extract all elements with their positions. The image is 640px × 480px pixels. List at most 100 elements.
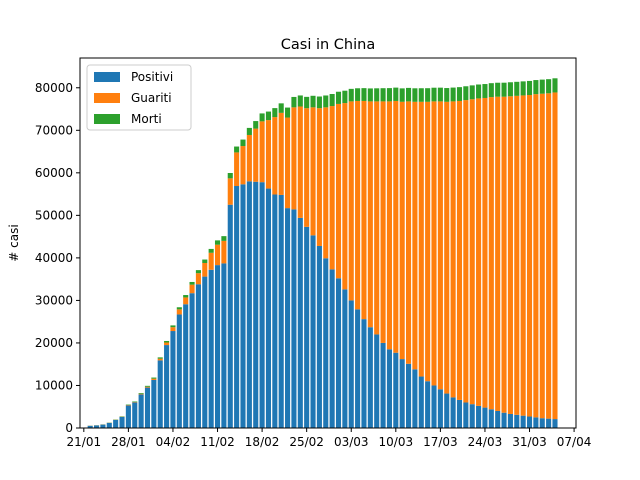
bar-guariti-30 xyxy=(278,112,284,195)
bar-morti-38 xyxy=(329,94,335,107)
bar-guariti-71 xyxy=(539,93,545,419)
bar-morti-18 xyxy=(202,259,208,263)
bar-guariti-57 xyxy=(450,101,456,398)
bar-morti-44 xyxy=(367,88,373,102)
bar-guariti-47 xyxy=(386,101,392,350)
bar-positivi-21 xyxy=(221,263,227,428)
bar-morti-25 xyxy=(246,127,252,135)
bar-positivi-42 xyxy=(355,309,361,428)
y-tick-label: 70000 xyxy=(35,123,73,137)
bar-morti-54 xyxy=(431,87,437,102)
bar-morti-69 xyxy=(526,80,533,95)
bar-positivi-39 xyxy=(335,278,342,428)
bar-morti-46 xyxy=(380,88,386,102)
legend-swatch-guariti xyxy=(94,93,120,103)
bar-morti-12 xyxy=(164,340,170,343)
bar-positivi-34 xyxy=(304,226,310,428)
bar-morti-23 xyxy=(234,146,240,153)
bar-morti-43 xyxy=(361,88,367,101)
bar-guariti-58 xyxy=(456,100,463,400)
bar-morti-20 xyxy=(214,240,221,245)
bar-morti-65 xyxy=(501,82,507,97)
bar-morti-56 xyxy=(444,88,450,102)
bar-positivi-55 xyxy=(437,389,443,428)
legend-label-positivi: Positivi xyxy=(131,70,173,84)
bar-positivi-9 xyxy=(144,387,151,428)
bar-morti-49 xyxy=(399,88,405,102)
bar-positivi-18 xyxy=(202,276,208,428)
bar-guariti-60 xyxy=(469,99,475,405)
bar-morti-15 xyxy=(183,295,189,298)
bar-guariti-10 xyxy=(151,378,157,380)
bar-guariti-63 xyxy=(488,97,494,410)
bar-morti-14 xyxy=(176,307,182,310)
bar-morti-11 xyxy=(157,357,163,359)
bar-positivi-57 xyxy=(450,397,456,428)
bar-positivi-52 xyxy=(418,376,424,428)
bar-guariti-64 xyxy=(495,96,501,411)
bar-guariti-56 xyxy=(444,101,450,394)
bar-positivi-22 xyxy=(227,204,233,428)
bar-positivi-32 xyxy=(291,209,297,428)
bar-morti-59 xyxy=(463,86,469,101)
y-tick-label: 20000 xyxy=(35,336,73,350)
y-tick-label: 10000 xyxy=(35,378,73,392)
bar-morti-70 xyxy=(533,80,539,95)
bar-positivi-15 xyxy=(183,304,189,428)
bar-positivi-27 xyxy=(259,182,265,428)
bar-morti-55 xyxy=(437,87,443,102)
bar-guariti-39 xyxy=(335,103,342,279)
bar-guariti-9 xyxy=(144,386,151,388)
bar-guariti-29 xyxy=(272,117,278,195)
bar-guariti-53 xyxy=(425,101,431,382)
bar-positivi-41 xyxy=(348,300,354,428)
bar-morti-47 xyxy=(386,88,392,102)
bar-positivi-2 xyxy=(100,424,106,428)
bar-positivi-5 xyxy=(119,416,125,428)
bar-positivi-45 xyxy=(374,334,380,428)
bar-guariti-20 xyxy=(214,244,221,266)
bar-guariti-72 xyxy=(546,93,552,419)
bar-positivi-31 xyxy=(285,208,291,428)
bar-guariti-67 xyxy=(514,95,520,415)
bar-positivi-25 xyxy=(246,181,252,428)
bar-positivi-46 xyxy=(380,342,386,428)
bar-guariti-38 xyxy=(329,106,335,270)
x-tick-label: 11/02 xyxy=(200,435,235,449)
bar-guariti-25 xyxy=(246,134,252,182)
bar-guariti-70 xyxy=(533,94,539,418)
bar-guariti-27 xyxy=(259,121,265,183)
y-tick-label: 30000 xyxy=(35,293,73,307)
bar-guariti-22 xyxy=(227,178,233,205)
bar-morti-61 xyxy=(476,84,482,99)
bar-guariti-42 xyxy=(355,100,361,310)
bar-morti-68 xyxy=(520,81,526,96)
x-tick-label: 03/03 xyxy=(334,435,369,449)
bar-positivi-69 xyxy=(526,416,533,428)
bar-morti-60 xyxy=(469,85,475,100)
x-tick-label: 21/01 xyxy=(67,435,102,449)
y-tick-label: 40000 xyxy=(35,251,73,265)
bar-positivi-64 xyxy=(495,410,501,428)
bar-morti-67 xyxy=(514,81,520,96)
bar-morti-66 xyxy=(507,82,513,97)
bar-morti-48 xyxy=(393,87,399,101)
bar-positivi-44 xyxy=(367,327,373,428)
bar-morti-53 xyxy=(425,88,431,102)
bar-positivi-58 xyxy=(456,399,463,428)
bar-guariti-52 xyxy=(418,101,424,377)
bar-positivi-23 xyxy=(234,186,240,428)
bar-guariti-35 xyxy=(310,107,316,236)
legend-swatch-positivi xyxy=(94,72,120,82)
bar-morti-9 xyxy=(144,385,151,387)
y-tick-label: 60000 xyxy=(35,166,73,180)
bar-positivi-16 xyxy=(189,293,195,428)
bar-guariti-11 xyxy=(157,358,163,361)
bar-morti-30 xyxy=(278,103,284,113)
bar-guariti-59 xyxy=(463,100,469,403)
bar-guariti-19 xyxy=(208,252,214,270)
bar-positivi-56 xyxy=(444,393,450,428)
bar-morti-35 xyxy=(310,95,316,108)
bar-guariti-40 xyxy=(342,103,348,290)
